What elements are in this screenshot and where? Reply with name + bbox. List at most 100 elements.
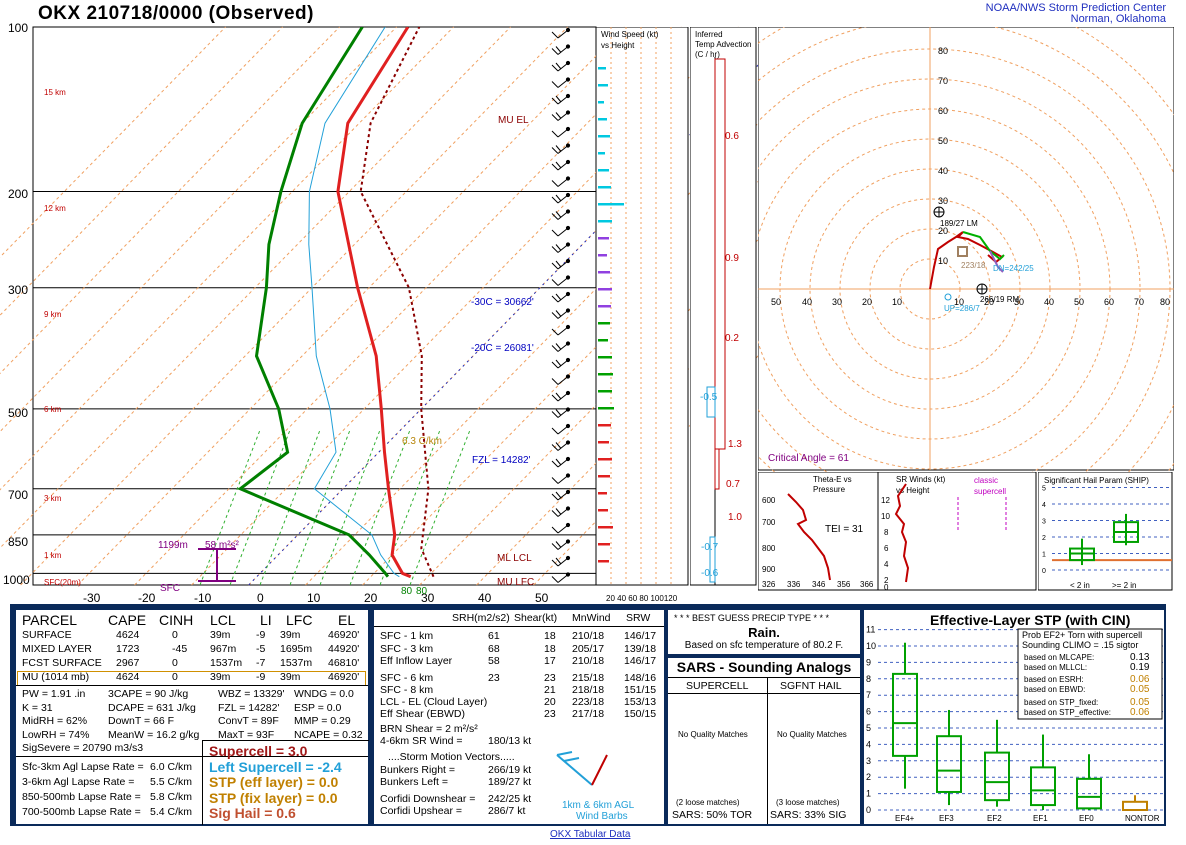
kin-cell: 217/18 (572, 708, 605, 720)
wind-barb (551, 176, 571, 187)
vector-label: Corfidi Upshear = (380, 805, 462, 817)
hx-p30: 30 (1014, 297, 1024, 307)
m30-label: -30C = 30662' (471, 297, 534, 308)
wind-speed-bar (598, 135, 610, 138)
series-dewpoint (237, 27, 390, 578)
parcel-head-parcel: PARCEL (22, 612, 77, 628)
wind-speed-bar (598, 305, 611, 308)
wind-barb (551, 126, 571, 138)
kin-head-srw: SRW (626, 612, 651, 624)
index-cell: 3CAPE = 90 J/kg (108, 688, 189, 700)
wind-speed-bar (598, 509, 608, 512)
hx-p10: 10 (954, 297, 964, 307)
org-line-1: NOAA/NWS Storm Prediction Center (985, 2, 1166, 14)
composite-index: Left Supercell = -2.4 (209, 758, 342, 775)
stp-box: EF2 (984, 719, 1010, 823)
series-temperature (336, 27, 412, 579)
wind-barb (551, 192, 571, 204)
stp-title: Effective-Layer STP (with CIN) (930, 612, 1131, 628)
mu-highlight (17, 671, 366, 686)
kin-cell: 205/17 (572, 643, 605, 655)
smv-title: ....Storm Motion Vectors..... (388, 751, 515, 763)
isotherm (134, 26, 682, 586)
mixing-ratio-line (319, 429, 381, 586)
composite-index: Sig Hail = 0.6 (209, 805, 296, 821)
adv-value-5: 1.3 (728, 439, 742, 450)
kin-cell: Eff Shear (EBWD) (380, 708, 465, 720)
stp-xtick: NONTOR (1125, 814, 1160, 823)
hodo-x-ticks: 50 40 30 20 10 10 20 30 40 50 60 70 80 (771, 297, 1170, 307)
ship-boxes (1069, 513, 1139, 566)
wind-barb (551, 572, 571, 583)
hodo-markers (933, 206, 988, 301)
parcel-cell: -9 (256, 629, 266, 641)
stp-prob-value: 0.13 (1130, 652, 1150, 663)
fzl-label: FZL = 14282' (472, 455, 531, 466)
hodo-trace (929, 231, 1005, 290)
wind-barb (551, 374, 571, 385)
kin-cell: 23 (488, 672, 500, 684)
composite-index: STP (eff layer) = 0.0 (209, 774, 339, 790)
wind-speed-bar (598, 118, 607, 121)
stp-prob-label: based on MLLCL: (1024, 663, 1088, 672)
vector-value: 286/7 kt (488, 805, 526, 817)
skewt-series (237, 27, 435, 579)
kin-cell: 153/13 (624, 696, 657, 708)
stp-xtick: EF0 (1079, 814, 1094, 823)
parcel-cell: MIXED LAYER (22, 643, 92, 655)
precip-basis: Based on sfc temperature of 80.2 F. (684, 640, 844, 651)
sars-subdivider (668, 693, 860, 694)
parcel-head-cape: CAPE (108, 612, 147, 628)
index-cell: WBZ = 13329' (218, 688, 285, 700)
stp-prob-value: 0.19 (1130, 662, 1150, 673)
kinematic-panel: SRH(m2/s2) Shear(kt) MnWind SRW SFC - 1 … (372, 608, 666, 826)
agl-barbs-icon (556, 751, 608, 786)
sars-panel: SARS - Sounding Analogs SUPERCELL SGFNT … (666, 656, 862, 826)
te-x346: 346 (812, 580, 826, 589)
parcel-cell: 39m (210, 629, 231, 641)
mixing-ratio-line (229, 429, 291, 586)
composite-index: STP (fix layer) = 0.0 (209, 789, 338, 806)
kin-cell: 146/17 (624, 630, 657, 642)
parcel-cell: -7 (256, 657, 266, 669)
te-x356: 356 (837, 580, 851, 589)
wind-barb (551, 258, 571, 270)
wind-speed-bar (598, 67, 606, 70)
parcel-cell: 39m (280, 629, 301, 641)
kin-cell: 61 (488, 630, 500, 642)
tabular-data-link[interactable]: OKX Tabular Data (550, 829, 631, 840)
parcel-cell: -5 (256, 643, 266, 655)
parcel-trace (359, 27, 435, 578)
storm-type-a: classic (974, 476, 998, 485)
wind-speed-bar (598, 356, 612, 359)
wind-speed-axis: 20 40 60 80 100120 (606, 594, 678, 603)
wind-speed-bar (598, 169, 609, 172)
wind-speed-bar (598, 220, 612, 223)
stp-xtick: EF1 (1033, 814, 1048, 823)
sr-winds-title-b: vs Height (896, 486, 930, 495)
parcel-cell: 46810' (328, 657, 360, 669)
isotherm (191, 26, 739, 586)
p-label-100: 100 (8, 21, 28, 35)
h-label-sfc: SFC(20m) (44, 578, 81, 587)
theta-e-trace (787, 493, 831, 581)
lapse-label: Sfc-3km Agl Lapse Rate = (22, 761, 144, 773)
h-label-1: 1 km (44, 551, 62, 560)
index-cell: MaxT = 93F (218, 728, 275, 741)
eff-inflow-srh: 58 m²s² (205, 540, 240, 551)
kin-cell: 58 (488, 655, 500, 667)
wind-barb (551, 93, 571, 105)
theta-e-tei: TEI = 31 (825, 524, 864, 535)
stp-prob-label: based on STP_fixed: (1024, 698, 1099, 707)
index-cell: K = 31 (22, 701, 53, 714)
org-label: NOAA/NWS Storm Prediction Center Norman,… (986, 3, 1166, 25)
stp-prob-label: based on MLCAPE: (1024, 653, 1095, 662)
wind-speed-bar (598, 186, 611, 189)
wind-speed-bar (598, 424, 611, 427)
t-label-50: 50 (535, 591, 549, 605)
wind-speed-bar (598, 322, 610, 325)
ship-ytick: 2 (1042, 535, 1046, 542)
kin-cell: 23 (544, 708, 556, 720)
eff-inflow-bracket (198, 548, 236, 582)
